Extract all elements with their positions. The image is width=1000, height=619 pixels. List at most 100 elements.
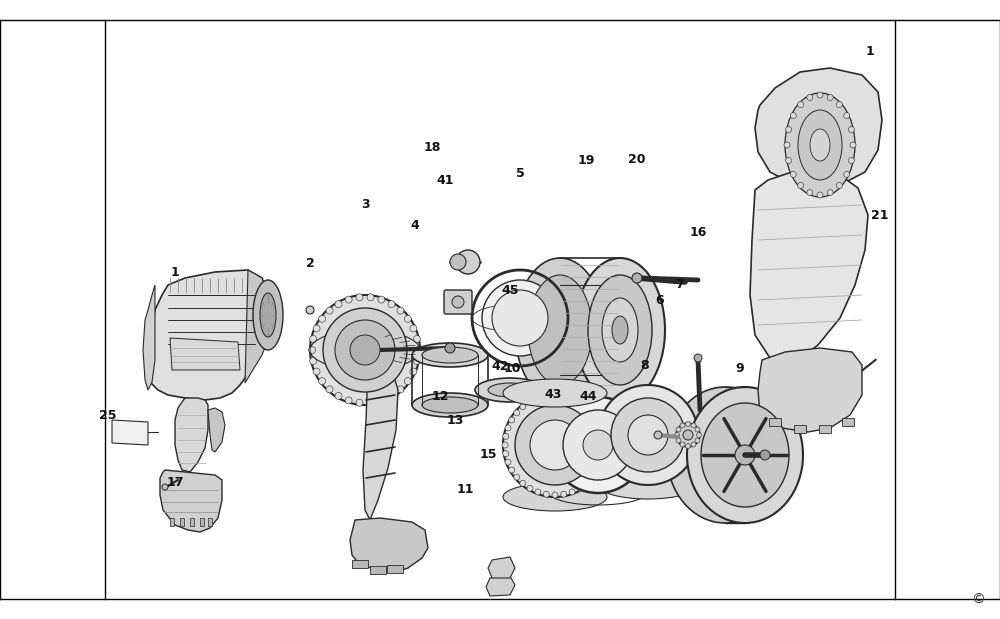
Circle shape [590,410,596,416]
Circle shape [413,358,420,365]
Circle shape [695,427,700,432]
Circle shape [691,423,696,428]
Bar [842,418,854,426]
Circle shape [378,296,385,303]
Circle shape [827,189,833,196]
Text: 13: 13 [446,414,464,428]
Circle shape [680,423,685,428]
FancyBboxPatch shape [444,290,472,314]
Circle shape [632,273,642,283]
Circle shape [694,354,702,362]
Text: ©: © [971,593,985,607]
Circle shape [844,171,850,178]
Polygon shape [112,420,148,445]
Ellipse shape [598,471,698,499]
Circle shape [790,171,796,178]
Circle shape [695,438,700,443]
Circle shape [786,126,792,132]
Ellipse shape [503,393,607,497]
Circle shape [601,451,607,457]
Circle shape [520,404,526,410]
Circle shape [505,425,511,431]
Ellipse shape [253,280,283,350]
Circle shape [817,92,823,98]
Circle shape [696,433,702,438]
Ellipse shape [310,295,420,405]
Text: 44: 44 [579,389,597,403]
Circle shape [848,157,854,163]
Circle shape [676,438,681,443]
Circle shape [798,102,804,108]
Text: 1: 1 [171,266,179,279]
Text: 1: 1 [866,45,874,58]
Ellipse shape [515,405,595,485]
Circle shape [162,484,168,490]
Circle shape [552,392,558,398]
Text: 2: 2 [306,256,314,270]
Ellipse shape [456,250,480,274]
Ellipse shape [687,387,803,523]
Circle shape [502,442,508,448]
Circle shape [404,315,411,322]
Ellipse shape [798,110,842,180]
Ellipse shape [335,320,395,380]
Circle shape [584,480,590,487]
Polygon shape [148,270,268,400]
Ellipse shape [612,316,628,344]
Circle shape [836,102,842,108]
Circle shape [817,192,823,198]
Bar [170,518,174,526]
Text: 16: 16 [689,225,707,239]
Text: 9: 9 [736,361,744,375]
Polygon shape [486,576,515,596]
Polygon shape [750,170,868,362]
Polygon shape [488,557,515,578]
Text: 42: 42 [491,360,509,373]
Circle shape [590,474,596,480]
Circle shape [345,296,352,303]
Circle shape [404,378,411,384]
Circle shape [543,491,549,497]
Polygon shape [143,285,155,390]
Ellipse shape [528,275,592,385]
Polygon shape [245,270,268,383]
Bar [190,518,194,526]
Circle shape [356,399,363,406]
Circle shape [543,393,549,399]
Polygon shape [175,398,208,472]
Circle shape [569,395,575,401]
Circle shape [388,301,395,308]
Text: 20: 20 [628,153,646,167]
Text: 3: 3 [361,197,369,211]
Circle shape [595,467,601,473]
Text: 5: 5 [516,167,524,180]
Ellipse shape [667,387,783,523]
Circle shape [378,397,385,404]
Text: 4: 4 [411,219,419,233]
Ellipse shape [785,93,855,197]
Circle shape [561,393,567,399]
Circle shape [397,386,404,393]
Polygon shape [350,518,428,572]
Circle shape [676,427,681,432]
Bar [819,425,831,433]
Ellipse shape [602,298,638,362]
Ellipse shape [323,308,407,392]
Ellipse shape [575,258,665,402]
Circle shape [397,307,404,314]
Circle shape [413,335,420,342]
Circle shape [691,442,696,447]
Polygon shape [758,348,862,432]
Text: 25: 25 [99,409,117,423]
Text: 7: 7 [676,278,684,292]
Circle shape [509,467,515,473]
Circle shape [527,399,533,405]
Text: 10: 10 [503,361,521,375]
Circle shape [514,410,520,416]
Circle shape [850,142,856,148]
Ellipse shape [598,385,698,485]
Ellipse shape [475,378,545,402]
Text: 18: 18 [423,141,441,154]
Circle shape [602,442,608,448]
Bar [794,425,806,433]
